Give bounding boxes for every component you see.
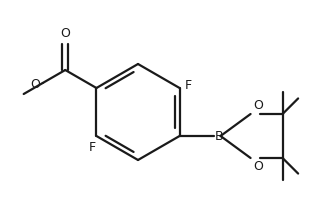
Text: F: F xyxy=(89,141,96,154)
Text: F: F xyxy=(185,79,192,92)
Text: B: B xyxy=(214,130,223,143)
Text: O: O xyxy=(254,160,263,173)
Text: O: O xyxy=(60,27,70,40)
Text: O: O xyxy=(254,99,263,112)
Text: O: O xyxy=(30,77,40,90)
